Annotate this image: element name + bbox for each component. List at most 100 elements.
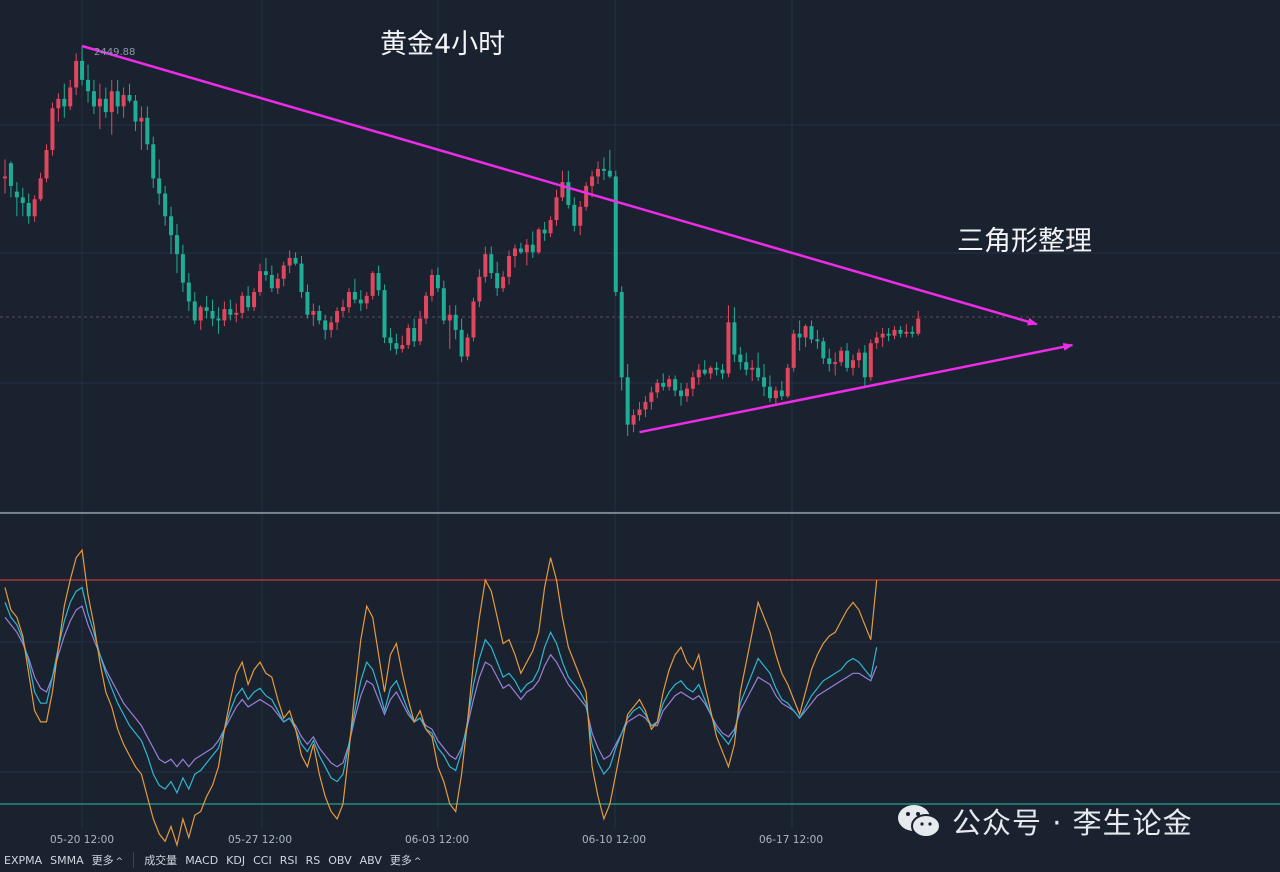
chevron-up-icon: ^ <box>413 857 422 867</box>
candle-body <box>489 254 494 274</box>
candle-body <box>714 367 719 370</box>
candle-body <box>560 182 565 198</box>
candle-body <box>26 203 31 217</box>
candle-body <box>584 185 589 207</box>
toolbar-item-rs[interactable]: RS <box>305 853 321 867</box>
candle-body <box>429 274 434 296</box>
candle-body <box>163 193 168 217</box>
candle-body <box>512 248 517 257</box>
candle-body <box>424 295 429 319</box>
candle-body <box>495 273 500 289</box>
candle-body <box>3 176 7 179</box>
toolbar-item-obv[interactable]: OBV <box>328 853 352 867</box>
candle-body <box>293 257 298 264</box>
toolbar-item-expma[interactable]: EXPMA <box>4 853 43 867</box>
toolbar-item-smma[interactable]: SMMA <box>50 853 84 867</box>
candle-body <box>151 144 156 179</box>
candle-body <box>868 343 873 378</box>
candle-body <box>216 318 221 321</box>
grid <box>0 0 1280 828</box>
candle-body <box>418 318 423 342</box>
candle-body <box>785 367 790 397</box>
candle-body <box>542 229 547 234</box>
candle-body <box>38 178 43 200</box>
toolbar-item-macd[interactable]: MACD <box>185 853 219 867</box>
candle-body <box>68 87 73 107</box>
candle-body <box>465 337 470 357</box>
candle-body <box>210 310 215 319</box>
candle-body <box>898 329 903 334</box>
candle-body <box>607 170 612 177</box>
candle-body <box>708 367 713 374</box>
toolbar-item-kdj[interactable]: KDJ <box>226 853 246 867</box>
indicator-line-1 <box>4 548 878 848</box>
toolbar-item-volume[interactable]: 成交量 <box>144 854 178 867</box>
candle-body <box>655 382 660 393</box>
candle-body <box>169 216 174 236</box>
candle-body <box>115 91 120 107</box>
chart-title: 黄金4小时 <box>380 29 505 60</box>
candle-body <box>394 343 399 349</box>
candle-body <box>364 295 369 304</box>
high-price-label: 2449.88 <box>94 47 135 58</box>
candle-body <box>910 331 915 334</box>
toolbar-item-cci[interactable]: CCI <box>253 853 272 867</box>
candle-body <box>252 292 257 308</box>
candle-body <box>667 379 672 387</box>
candle-body <box>619 292 624 378</box>
x-tick-label: 06-10 12:00 <box>582 834 646 846</box>
watermark: 公众号 · 李生论金 <box>896 800 1193 842</box>
candle-body <box>103 98 108 113</box>
candle-body <box>862 352 867 378</box>
candle-body <box>554 197 559 221</box>
candle-body <box>631 415 636 425</box>
indicator-toolbar: EXPMA SMMA 更多 ^ 成交量 MACD KDJ CCI RSI RS O… <box>0 848 1280 872</box>
candle-body <box>690 377 695 389</box>
x-tick-label: 05-20 12:00 <box>50 834 114 846</box>
candle-body <box>222 309 227 321</box>
toolbar-item-abv[interactable]: ABV <box>359 853 382 867</box>
candle-body <box>643 401 648 410</box>
candle-body <box>471 301 476 338</box>
candle-body <box>762 377 767 387</box>
candle-body <box>821 341 826 359</box>
candle-body <box>750 367 755 370</box>
candle-body <box>62 98 67 107</box>
candle-body <box>501 276 506 289</box>
sub-more-button[interactable]: 更多 ^ <box>390 852 422 868</box>
candle-body <box>524 244 529 253</box>
main-more-button[interactable]: 更多 ^ <box>92 852 124 868</box>
candle-body <box>797 333 802 338</box>
trendline-upper <box>81 44 1038 326</box>
toolbar-item-rsi[interactable]: RSI <box>279 853 298 867</box>
candle-body <box>696 369 701 378</box>
candle-body <box>180 254 185 283</box>
indicator-line-3 <box>4 605 878 768</box>
candle-body <box>756 367 761 378</box>
candle-body <box>127 95 132 101</box>
candle-body <box>412 328 417 342</box>
wechat-icon <box>898 805 941 838</box>
candle-body <box>323 320 328 330</box>
candle-body <box>809 326 814 340</box>
candle-body <box>435 274 440 289</box>
sub-more-label: 更多 <box>389 854 412 867</box>
candle-body <box>679 390 684 397</box>
candle-body <box>453 314 458 330</box>
candle-body <box>20 197 25 204</box>
candle-body <box>536 229 541 253</box>
candle-body <box>684 388 689 397</box>
candle-body <box>174 235 179 255</box>
candle-body <box>441 288 446 321</box>
candle-body <box>228 309 233 315</box>
candle-body <box>904 331 909 334</box>
candle-body <box>80 60 85 80</box>
candle-body <box>447 314 452 321</box>
candle-body <box>856 352 861 361</box>
x-tick-label: 06-17 12:00 <box>759 834 823 846</box>
chevron-up-icon: ^ <box>115 857 124 867</box>
candle-body <box>850 360 855 368</box>
candle-body <box>157 178 162 194</box>
